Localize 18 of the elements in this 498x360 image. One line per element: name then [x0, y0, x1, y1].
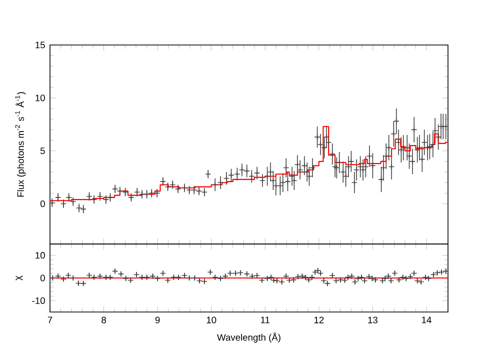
x-tick-label: 11	[261, 316, 270, 324]
y-tick-label: -10	[32, 297, 45, 304]
y-axis-title: χ	[16, 276, 23, 280]
x-tick-label: 12	[314, 316, 324, 324]
y-tick-label: 0	[40, 274, 45, 282]
y-axis-title: Flux (photons m$^{-2}$ s$^{-1}$ Å$^{-1}$)	[15, 92, 26, 197]
x-axis-title: Wavelength (Å)	[217, 332, 280, 343]
y-tick-label: 10	[36, 94, 45, 102]
x-tick-label: 10	[206, 316, 216, 324]
y-tick-label: 15	[36, 42, 45, 48]
x-tick-label: 13	[368, 316, 378, 324]
y-tick-label: 0	[40, 200, 45, 208]
x-tick-label: 8	[102, 316, 106, 324]
x-tick-label: 7	[48, 316, 52, 324]
x-tick-label: 9	[155, 316, 160, 324]
y-tick-label: 10	[36, 252, 45, 259]
y-tick-label: 5	[40, 148, 45, 154]
x-tick-label: 14	[422, 316, 432, 324]
